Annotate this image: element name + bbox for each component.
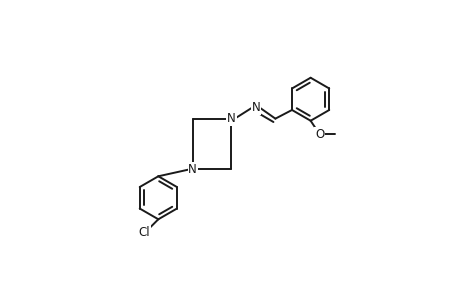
Text: Cl: Cl (139, 226, 150, 238)
Text: N: N (251, 101, 260, 114)
Text: N: N (188, 163, 196, 176)
Text: O: O (314, 128, 324, 141)
Text: N: N (227, 112, 235, 125)
